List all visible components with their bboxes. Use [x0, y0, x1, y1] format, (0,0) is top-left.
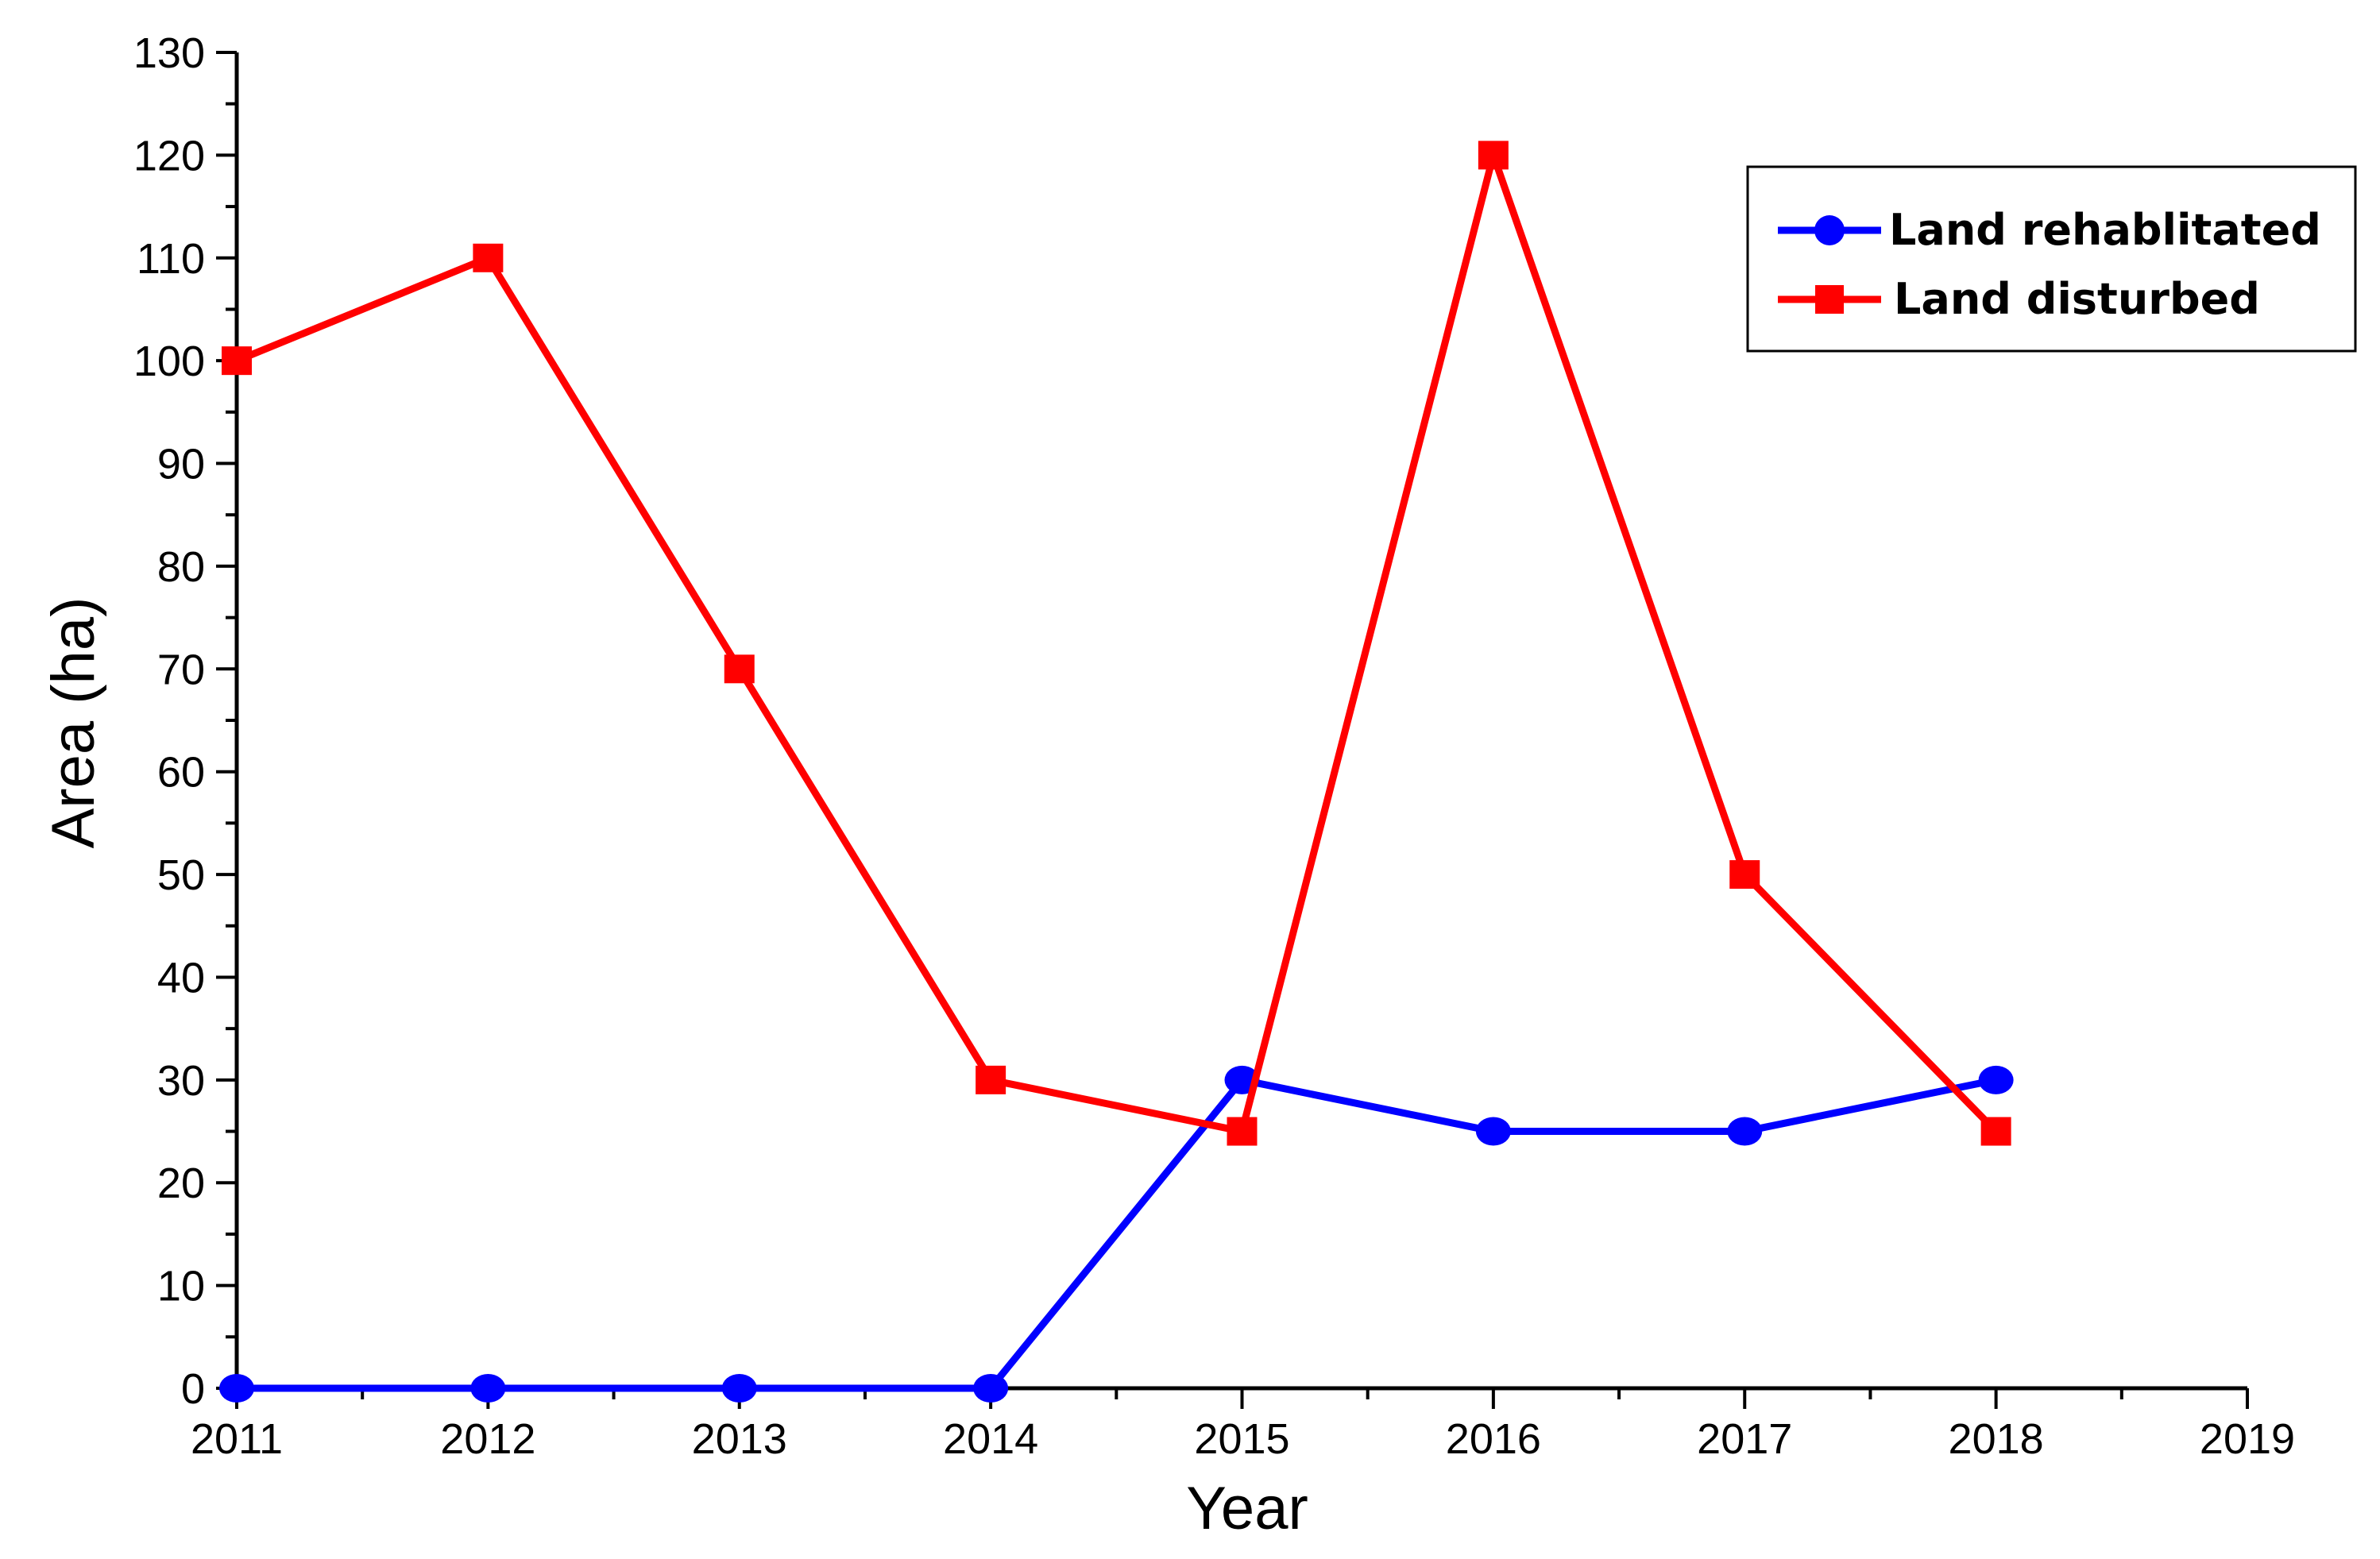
- data-point: [724, 654, 755, 684]
- legend-marker-disturbed: [1815, 285, 1844, 314]
- data-point: [1227, 1117, 1258, 1146]
- data-point: [1729, 860, 1760, 889]
- y-tick-label: 100: [133, 338, 205, 385]
- y-axis-title: Area (ha): [40, 597, 107, 849]
- y-tick-label: 90: [157, 441, 205, 488]
- y-tick-label: 20: [157, 1160, 205, 1207]
- legend-label-disturbed: Land disturbed: [1894, 274, 2260, 324]
- x-tick-label: 2017: [1697, 1415, 1792, 1463]
- data-point: [1475, 1117, 1511, 1146]
- y-tick-label: 110: [137, 235, 205, 283]
- y-tick-label: 50: [157, 851, 205, 899]
- y-tick-label: 0: [181, 1365, 205, 1413]
- data-point: [976, 1065, 1006, 1094]
- x-tick-label: 2015: [1194, 1415, 1289, 1463]
- y-tick-label: 30: [157, 1057, 205, 1105]
- x-tick-label: 2019: [2200, 1415, 2295, 1463]
- data-point: [1478, 141, 1509, 170]
- y-tick-label: 80: [157, 543, 205, 591]
- y-tick-label: 70: [157, 646, 205, 693]
- data-point: [222, 346, 252, 376]
- data-point: [473, 243, 504, 272]
- series-0: [219, 1065, 2014, 1403]
- data-point: [219, 1374, 254, 1403]
- y-tick-label: 60: [157, 749, 205, 797]
- data-point: [1727, 1117, 1763, 1146]
- x-tick-label: 2018: [1949, 1415, 2044, 1463]
- x-tick-label: 2012: [440, 1415, 535, 1463]
- y-tick-label: 40: [157, 954, 205, 1001]
- data-point: [721, 1374, 757, 1403]
- series-line: [235, 151, 1999, 1136]
- x-tick-label: 2013: [692, 1415, 787, 1463]
- data-point: [470, 1374, 506, 1403]
- legend-marker-rehabilitated: [1814, 215, 1845, 245]
- data-point: [1978, 1065, 2014, 1094]
- legend-label-rehabilitated: Land rehablitated: [1889, 205, 2321, 255]
- x-axis-title: Year: [1186, 1475, 1308, 1542]
- series-layer: [219, 141, 2014, 1403]
- data-point: [1980, 1117, 2011, 1146]
- x-tick-label: 2016: [1446, 1415, 1541, 1463]
- data-point: [973, 1374, 1009, 1403]
- series-line: [237, 1076, 1997, 1392]
- y-tick-label: 120: [133, 132, 205, 179]
- x-tick-label: 2014: [943, 1415, 1038, 1463]
- tick-labels: 0 10 20 30 40 50 60 70 80 90 100 110 120 130 2011 2012 2…: [133, 29, 2295, 1463]
- y-tick-label: 10: [157, 1263, 205, 1310]
- legend-box: [1746, 165, 2357, 353]
- x-tick-label: 2011: [191, 1415, 283, 1463]
- legend: Land rehablitated Land disturbed: [1746, 165, 2357, 353]
- y-tick-label: 130: [133, 29, 205, 77]
- series-1: [222, 141, 2011, 1146]
